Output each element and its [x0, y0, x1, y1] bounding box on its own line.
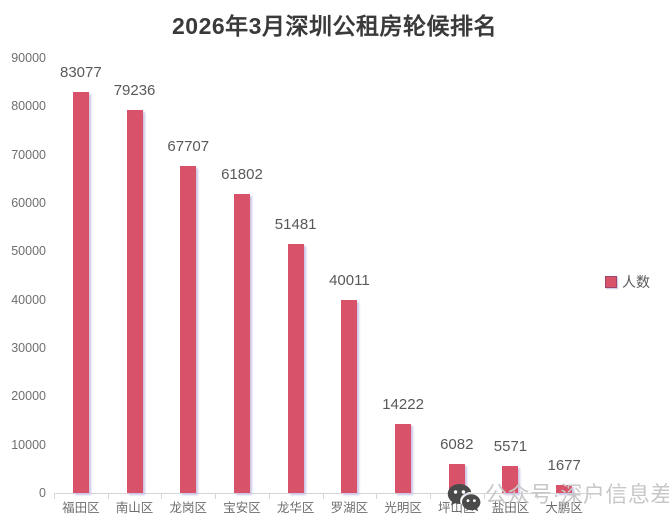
x-axis-tickmark — [161, 494, 162, 499]
x-axis-tickmark — [376, 494, 377, 499]
x-axis-tickmark — [537, 494, 538, 499]
bar-column: 14222 — [376, 58, 430, 493]
data-label: 14222 — [382, 396, 424, 414]
data-label: 40011 — [329, 271, 370, 289]
data-label: 79236 — [113, 82, 156, 99]
y-axis-label: 60000 — [11, 196, 46, 210]
bar — [556, 484, 573, 493]
bar — [341, 299, 358, 493]
y-axis-label: 80000 — [11, 99, 46, 114]
x-axis-label: 福田区 — [62, 501, 100, 515]
data-label: 67707 — [167, 137, 210, 155]
y-axis-label: 70000 — [11, 147, 46, 162]
data-label: 6082 — [440, 435, 474, 453]
x-axis-tickmark — [215, 494, 216, 499]
x-axis-label: 罗湖区 — [330, 501, 369, 515]
x-axis-label: 盐田区 — [491, 501, 530, 515]
x-axis-tickmark — [269, 494, 270, 499]
legend-label: 人数 — [622, 274, 650, 290]
watermark: 公众号·深户信息差 — [447, 480, 669, 514]
data-label: 51481 — [274, 216, 317, 234]
bar-column: 51481 — [269, 58, 323, 493]
x-axis-tickmark — [323, 494, 324, 499]
bar-column: 83077 — [54, 58, 108, 493]
data-label: 83077 — [59, 63, 102, 81]
watermark-text: 公众号·深户信息差 — [485, 482, 669, 507]
bar — [502, 466, 519, 493]
chart-title: 2026年3月深圳公租房轮候排名 — [172, 13, 497, 39]
bar-column: 79236 — [108, 58, 162, 493]
bar-column: 67707 — [161, 58, 215, 493]
bar-column: 61802 — [215, 58, 269, 493]
data-label: 1677 — [547, 456, 581, 474]
bar-column: 5571 — [484, 58, 538, 493]
x-axis-label: 南山区 — [115, 501, 154, 515]
bar — [180, 165, 197, 493]
x-axis-tickmark — [484, 494, 485, 499]
y-axis-label: 0 — [39, 486, 46, 500]
bar — [72, 91, 89, 493]
y-axis-label: 50000 — [11, 244, 46, 259]
x-axis-label: 龙华区 — [276, 501, 315, 515]
bar — [395, 424, 412, 493]
x-axis-label: 龙岗区 — [169, 501, 208, 515]
x-axis-ticks — [54, 494, 591, 500]
x-axis-label: 宝安区 — [223, 501, 261, 515]
wechat-icon — [447, 484, 481, 512]
bar — [126, 110, 143, 493]
x-axis-tickmark — [108, 494, 109, 499]
x-axis-tickmark — [430, 494, 431, 499]
bar-column: 1677 — [537, 58, 591, 493]
x-axis-tickmark — [590, 494, 591, 499]
x-axis-labels: 福田区 南山区 龙岗区 宝安区 龙华区 罗湖区 光明区 坪山区 盐田区 大鹏区 — [54, 497, 591, 516]
legend-marker — [605, 276, 617, 288]
y-axis-label: 20000 — [11, 389, 46, 404]
y-axis-label: 40000 — [11, 292, 46, 307]
bar-column: 6082 — [430, 58, 484, 493]
legend: 人数 — [605, 272, 650, 292]
x-axis-label: 光明区 — [384, 501, 422, 515]
bar-column: 40011 — [323, 58, 377, 493]
bar — [287, 244, 304, 493]
data-label: 61802 — [221, 166, 263, 184]
y-axis-label: 90000 — [11, 51, 46, 65]
x-axis-tickmark — [54, 494, 55, 499]
x-axis-label: 大鹏区 — [545, 501, 583, 515]
plot-area: 83077 79236 67707 61802 51481 40011 14222 6082 5… — [54, 58, 591, 494]
bar — [233, 194, 250, 493]
y-axis-label: 30000 — [11, 341, 46, 355]
data-label: 5571 — [493, 438, 528, 456]
y-axis-label: 10000 — [11, 437, 46, 452]
